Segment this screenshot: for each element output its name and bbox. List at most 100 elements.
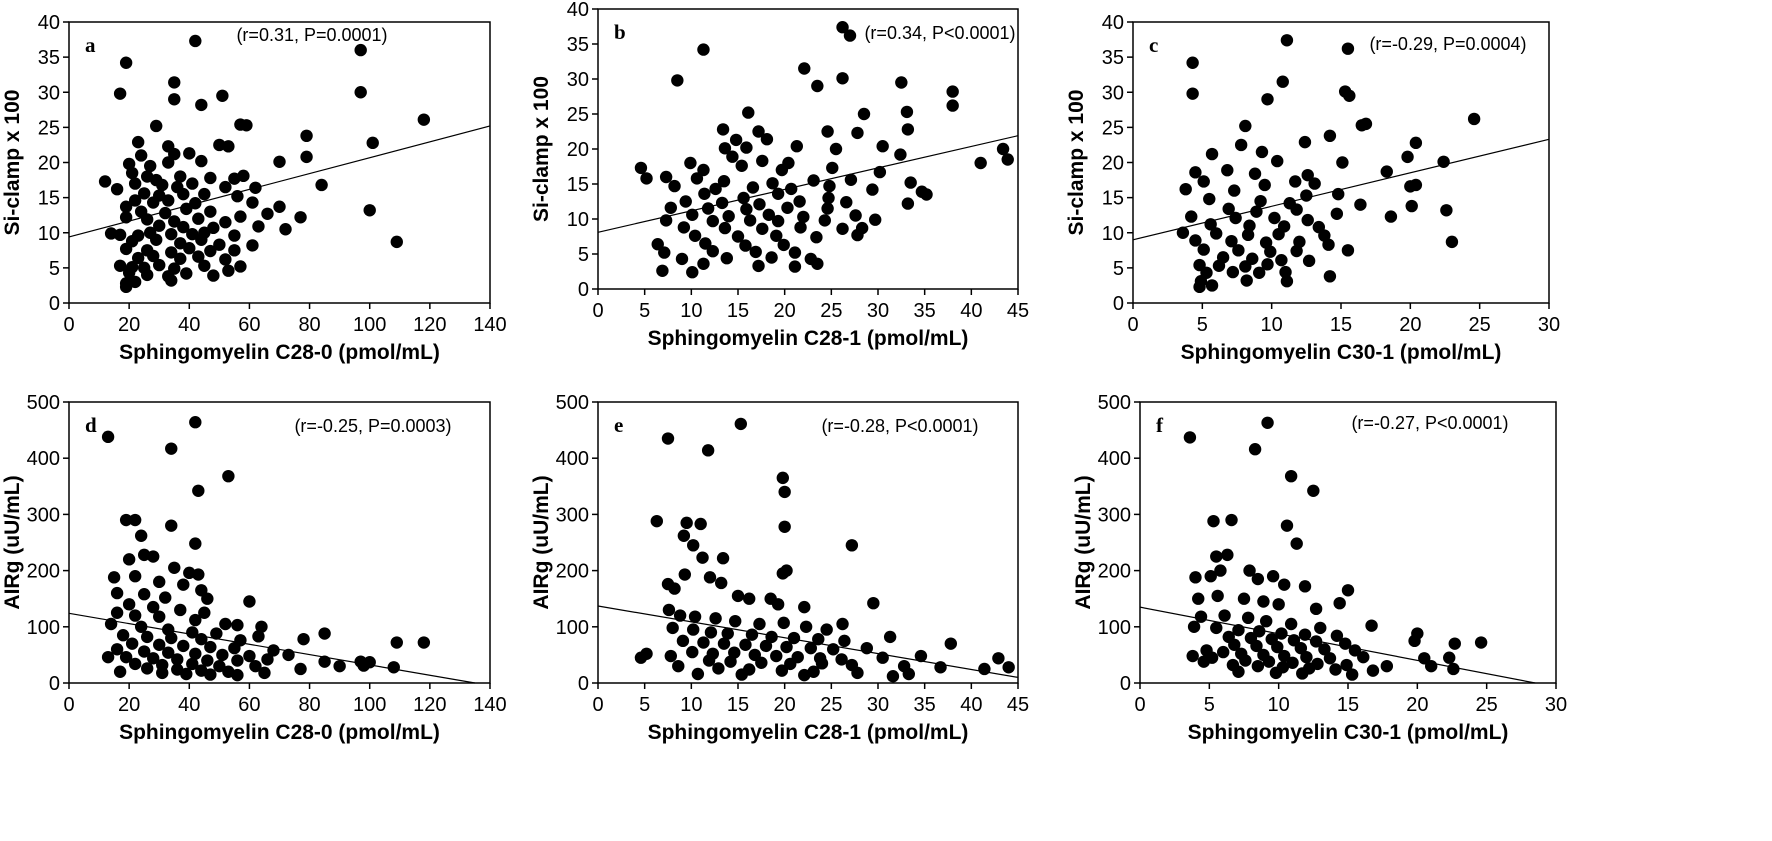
panel-a-data-point xyxy=(168,215,181,228)
panel-e-data-point xyxy=(731,589,745,603)
panel-d-y-axis-title: AIRg (uU/mL) xyxy=(1,475,24,609)
panel-f-data-point xyxy=(1248,443,1262,456)
panel-a-x-tick-label: 60 xyxy=(238,314,260,336)
panel-b-x-tick-label: 10 xyxy=(680,300,702,322)
panel-f-data-point xyxy=(1228,638,1241,651)
panel-e-x-tick-label: 0 xyxy=(592,694,603,716)
panel-d-data-point xyxy=(282,648,295,662)
panel-a-data-point xyxy=(195,98,208,112)
panel-c-data-point xyxy=(1176,226,1190,239)
panel-c-data-point xyxy=(1241,228,1255,242)
panel-f-data-point xyxy=(1309,602,1323,616)
panel-e-data-point xyxy=(780,640,793,654)
panel-e-data-point xyxy=(743,592,756,605)
panel-f-letter: f xyxy=(1156,413,1164,437)
panel-d-data-point xyxy=(390,636,403,649)
panel-a-data-point xyxy=(180,267,193,280)
panel-f-data-point xyxy=(1278,578,1291,591)
panel-f-data-point xyxy=(1448,637,1461,650)
panel-d-data-point xyxy=(189,647,202,660)
panel-e-data-point xyxy=(691,667,705,681)
panel-e-y-tick-label: 300 xyxy=(556,504,589,526)
panel-c-data-point xyxy=(1405,199,1418,213)
panel-c-data-point xyxy=(1205,147,1219,161)
panel-a-y-tick-label: 35 xyxy=(38,47,60,69)
panel-c-data-point xyxy=(1193,280,1206,294)
panel-b-data-point xyxy=(716,123,730,136)
panel-a-data-point xyxy=(174,252,187,265)
panel-f-y-tick-label: 0 xyxy=(1120,673,1131,695)
panel-b-data-point xyxy=(679,195,692,208)
panel-b-data-point xyxy=(781,201,794,214)
panel-b-data-point xyxy=(699,237,712,250)
panel-f-data-point xyxy=(1298,580,1312,593)
panel-f-data-point xyxy=(1298,628,1312,641)
panel-a-data-point xyxy=(168,93,181,106)
panel-c-data-point xyxy=(1302,254,1316,268)
panel-d-y-tick-label: 400 xyxy=(27,448,60,470)
panel-e-data-point xyxy=(1002,661,1015,674)
panel-a-data-point xyxy=(189,34,202,48)
panel-b-data-point xyxy=(946,99,959,112)
panel-a-data-point xyxy=(246,196,259,209)
panel-c-y-tick-label: 0 xyxy=(1113,293,1124,315)
panel-e-data-point xyxy=(770,649,783,663)
panel-d-data-point xyxy=(255,620,268,633)
panel-d-y-tick-label: 300 xyxy=(27,504,60,526)
panel-f-data-point xyxy=(1366,664,1380,677)
panel-a-data-point xyxy=(113,259,127,272)
panel-e-data-point xyxy=(867,596,880,610)
panel-f-data-point xyxy=(1330,629,1344,642)
panel-c-data-point xyxy=(1301,168,1314,182)
panel-e-data-point xyxy=(686,645,699,659)
panel-d-data-point xyxy=(113,665,127,678)
panel-e-y-tick-label: 400 xyxy=(556,448,589,470)
panel-d-data-point xyxy=(147,652,160,665)
panel-c-data-point xyxy=(1212,259,1226,272)
panel-b-data-point xyxy=(836,72,849,85)
panel-b-data-point xyxy=(709,182,722,196)
panel-b-x-tick-label: 25 xyxy=(820,300,842,322)
panel-e-data-point xyxy=(735,668,748,681)
panel-d-data-point xyxy=(168,561,181,574)
panel-d-data-point xyxy=(134,620,148,633)
panel-d-correlation-annotation: (r=-0.25, P=0.0003) xyxy=(294,416,451,436)
panel-e-data-point xyxy=(687,623,700,636)
panel-a-data-point xyxy=(119,211,133,224)
panel-d-data-point xyxy=(128,609,142,622)
panel-b-data-point xyxy=(658,246,671,259)
panel-f-data-point xyxy=(1211,589,1224,603)
panel-a-data-point xyxy=(119,280,133,294)
panel-f-data-point xyxy=(1339,637,1352,650)
panel-b-data-point xyxy=(634,161,648,175)
panel-d-data-point xyxy=(122,553,136,566)
panel-f-data-point xyxy=(1443,651,1456,664)
panel-b-data-point xyxy=(746,181,760,194)
panel-b-data-point xyxy=(836,222,849,235)
panel-f-data-point xyxy=(1251,572,1265,586)
panel-e-x-tick-label: 30 xyxy=(867,694,889,716)
panel-f-data-point xyxy=(1186,649,1199,663)
panel-d-data-point xyxy=(110,643,124,656)
panel-e-x-tick-label: 35 xyxy=(914,694,936,716)
panel-f-x-tick-label: 25 xyxy=(1476,694,1498,716)
panel-f-data-point xyxy=(1474,636,1488,649)
panel-b-x-axis-title: Sphingomyelin C28-1 (pmol/mL) xyxy=(648,327,969,350)
panel-c-data-point xyxy=(1308,177,1321,190)
panel-a-data-point xyxy=(165,227,178,241)
panel-f-data-point xyxy=(1257,595,1270,608)
panel-a-data-point xyxy=(113,228,127,242)
panel-e-data-point xyxy=(934,661,947,674)
panel-b-data-point xyxy=(656,264,669,277)
panel-a-data-point xyxy=(204,205,217,218)
panel-c-data-point xyxy=(1276,75,1289,88)
panel-d-data-point xyxy=(228,641,241,655)
panel-b-data-point xyxy=(698,187,711,200)
panel-c-data-point xyxy=(1330,207,1344,220)
panel-b-data-point xyxy=(729,133,743,147)
panel-d-data-point xyxy=(243,649,256,663)
panel-f-data-point xyxy=(1207,514,1220,528)
panel-d-data-point xyxy=(153,638,166,651)
panel-b-data-point xyxy=(895,76,908,89)
panel-b-data-point xyxy=(777,238,790,252)
